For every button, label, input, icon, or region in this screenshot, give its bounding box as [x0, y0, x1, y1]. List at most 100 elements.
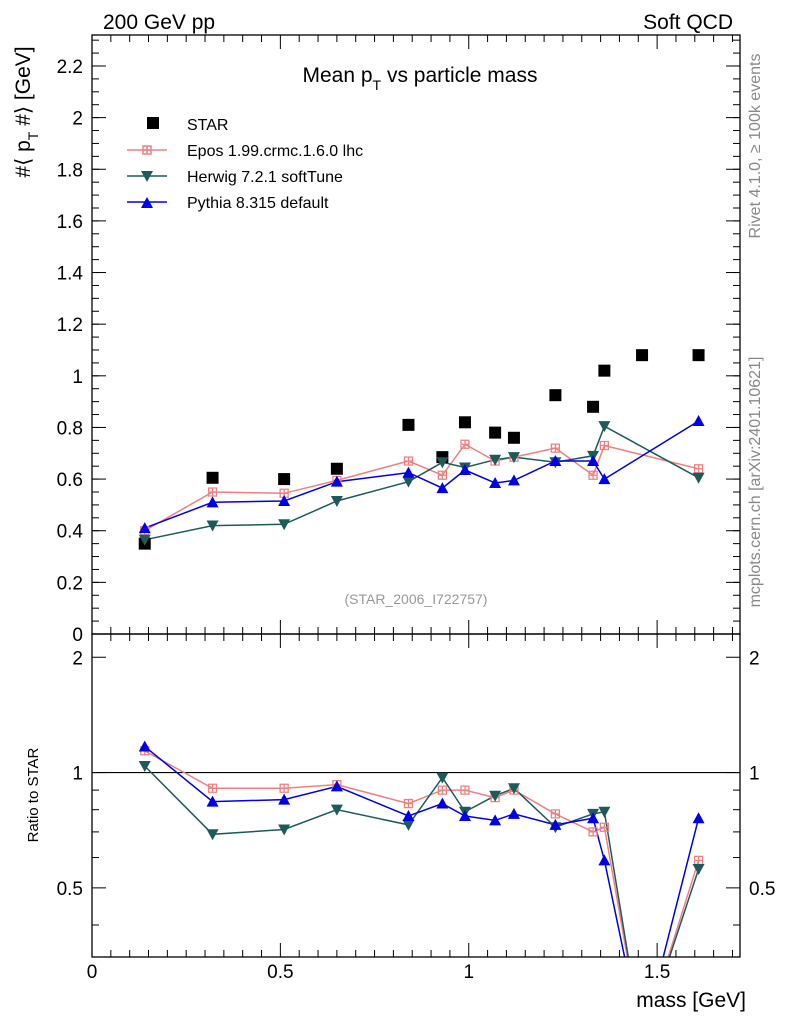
marker-pythia-point: [138, 522, 151, 534]
marker-pythia-point: [489, 476, 502, 488]
ratio-marker-pythia-point: [330, 780, 343, 792]
ratio-marker-herwig-point: [278, 824, 291, 836]
ratio-marker-epos-point: [279, 783, 289, 793]
ratio-series-group: [92, 740, 740, 957]
ratio-panel: [92, 740, 740, 957]
ratio-marker-pythia-point: [692, 812, 705, 824]
ratio-marker-pythia-point: [402, 810, 415, 822]
y-tick-label: 2: [72, 109, 83, 130]
marker-pythia-point: [436, 482, 449, 494]
marker-herwig-point: [489, 454, 502, 466]
y-tick-label: 0.2: [57, 573, 83, 594]
ratio-marker-pythia-point: [138, 740, 151, 752]
y-tick-label: 2.2: [57, 57, 83, 78]
ratio-marker-herwig-point: [436, 772, 449, 784]
ratio-marker-herwig-point: [692, 864, 705, 876]
marker-herwig-point: [206, 520, 219, 532]
ratio-y-tick-label-right: 1: [749, 764, 760, 785]
x-tick-label: 0: [87, 962, 98, 983]
mcplots-label: mcplots.cern.ch [arXiv:2401.10621]: [747, 357, 764, 608]
marker-star-point: [598, 364, 611, 377]
header-right-label: Soft QCD: [643, 11, 733, 34]
marker-pythia-point: [549, 455, 562, 467]
ratio-marker-herwig-point: [138, 761, 151, 773]
marker-herwig-point: [598, 421, 611, 433]
marker-pythia-point: [598, 473, 611, 485]
main-panel: [138, 349, 705, 550]
marker-star-point: [458, 416, 471, 429]
main-series-group: [138, 349, 705, 550]
rivet-version-label: Rivet 4.1.0, ≥ 100k events: [747, 54, 764, 239]
ratio-marker-pythia-point: [549, 818, 562, 830]
marker-epos-point: [207, 487, 218, 497]
marker-herwig-point: [138, 534, 151, 546]
ratio-marker-herwig-point: [402, 819, 415, 831]
series-line-epos: [144, 443, 699, 532]
marker-star-point: [206, 471, 219, 484]
main-panel-frame: 0 0.2 0.4 0.6 0.8 1 1.2 1.4 1.6 1.8 2 2.2: [57, 34, 741, 646]
marker-star-point: [587, 400, 600, 413]
marker-epos-point: [550, 443, 561, 453]
marker-star-point: [692, 349, 705, 362]
x-tick-label: 1.5: [644, 962, 670, 983]
ratio-y-tick-label: 1: [72, 764, 83, 785]
marker-epos-point: [437, 470, 448, 480]
marker-pythia-point: [278, 495, 291, 507]
ylabel-a: #⟨ p: [12, 140, 35, 177]
ratio-marker-pythia-point: [278, 793, 291, 805]
ratio-marker-epos-point: [403, 798, 414, 809]
y-tick-label: 1.6: [57, 212, 83, 233]
ratio-y-tick-label-right: 2: [749, 648, 760, 669]
marker-pythia-point: [330, 475, 343, 487]
y-tick-label: 1.2: [57, 315, 83, 336]
marker-pythia-point: [458, 464, 471, 476]
marker-herwig-point: [278, 519, 291, 531]
marker-star-point: [636, 349, 649, 362]
legend-epos-label: Epos 1.99.crmc.1.6.0 lhc: [187, 143, 363, 160]
title-rest: vs particle mass: [381, 64, 537, 87]
ratio-marker-herwig-point: [330, 804, 343, 816]
ratio-panel-border: [91, 633, 741, 958]
marker-pythia-point: [507, 474, 520, 486]
marker-pythia-point: [402, 466, 415, 478]
chart-title: Mean pT vs particle mass: [303, 64, 538, 93]
analysis-id-label: (STAR_2006_I722757): [345, 591, 488, 607]
marker-star-point: [549, 389, 562, 402]
header-left-label: 200 GeV pp: [103, 11, 215, 34]
ratio-ylabel: Ratio to STAR: [25, 747, 42, 842]
marker-pythia-point: [692, 414, 705, 426]
marker-star-point: [402, 418, 415, 431]
ratio-panel-frame: 0 0.5 1 1.5 0.5 0.5 1 1 2 2: [57, 633, 775, 983]
ylabel-b: #⟩ [GeV]: [12, 46, 35, 131]
ratio-marker-epos-point: [460, 785, 470, 795]
marker-star-point: [489, 426, 502, 439]
ratio-marker-epos-point: [207, 783, 218, 793]
ratio-marker-pythia-point: [507, 807, 520, 819]
marker-star-point: [330, 462, 343, 475]
x-tick-label: 0.5: [267, 962, 293, 983]
y-tick-label: 0.4: [57, 522, 84, 543]
ratio-marker-pythia-point: [206, 795, 219, 807]
marker-herwig-point: [330, 496, 343, 508]
marker-epos-point: [403, 456, 414, 466]
ratio-line-herwig: [144, 765, 700, 957]
ratio-marker-herwig-point: [507, 783, 520, 795]
x-tick-label: 1: [463, 962, 474, 983]
title-main: Mean p: [303, 64, 373, 87]
ratio-marker-epos-point: [693, 855, 704, 865]
ratio-marker-pythia-point: [458, 810, 471, 822]
ratio-marker-pythia-point: [598, 854, 611, 866]
legend: STAR Epos 1.99.crmc.1.6.0 lhc Herwig 7.2…: [127, 117, 363, 212]
ratio-marker-pythia-point: [587, 812, 600, 824]
marker-herwig-point: [692, 472, 705, 484]
ratio-marker-herwig-point: [489, 790, 502, 802]
y-tick-label: 1: [72, 367, 83, 388]
title-sub: T: [373, 77, 382, 93]
marker-epos-point: [588, 470, 598, 480]
ratio-marker-epos-point: [437, 785, 448, 795]
series-line-herwig: [144, 425, 699, 541]
marker-epos-point: [599, 440, 610, 451]
marker-epos-point: [460, 439, 470, 449]
ratio-marker-herwig-point: [206, 829, 219, 841]
